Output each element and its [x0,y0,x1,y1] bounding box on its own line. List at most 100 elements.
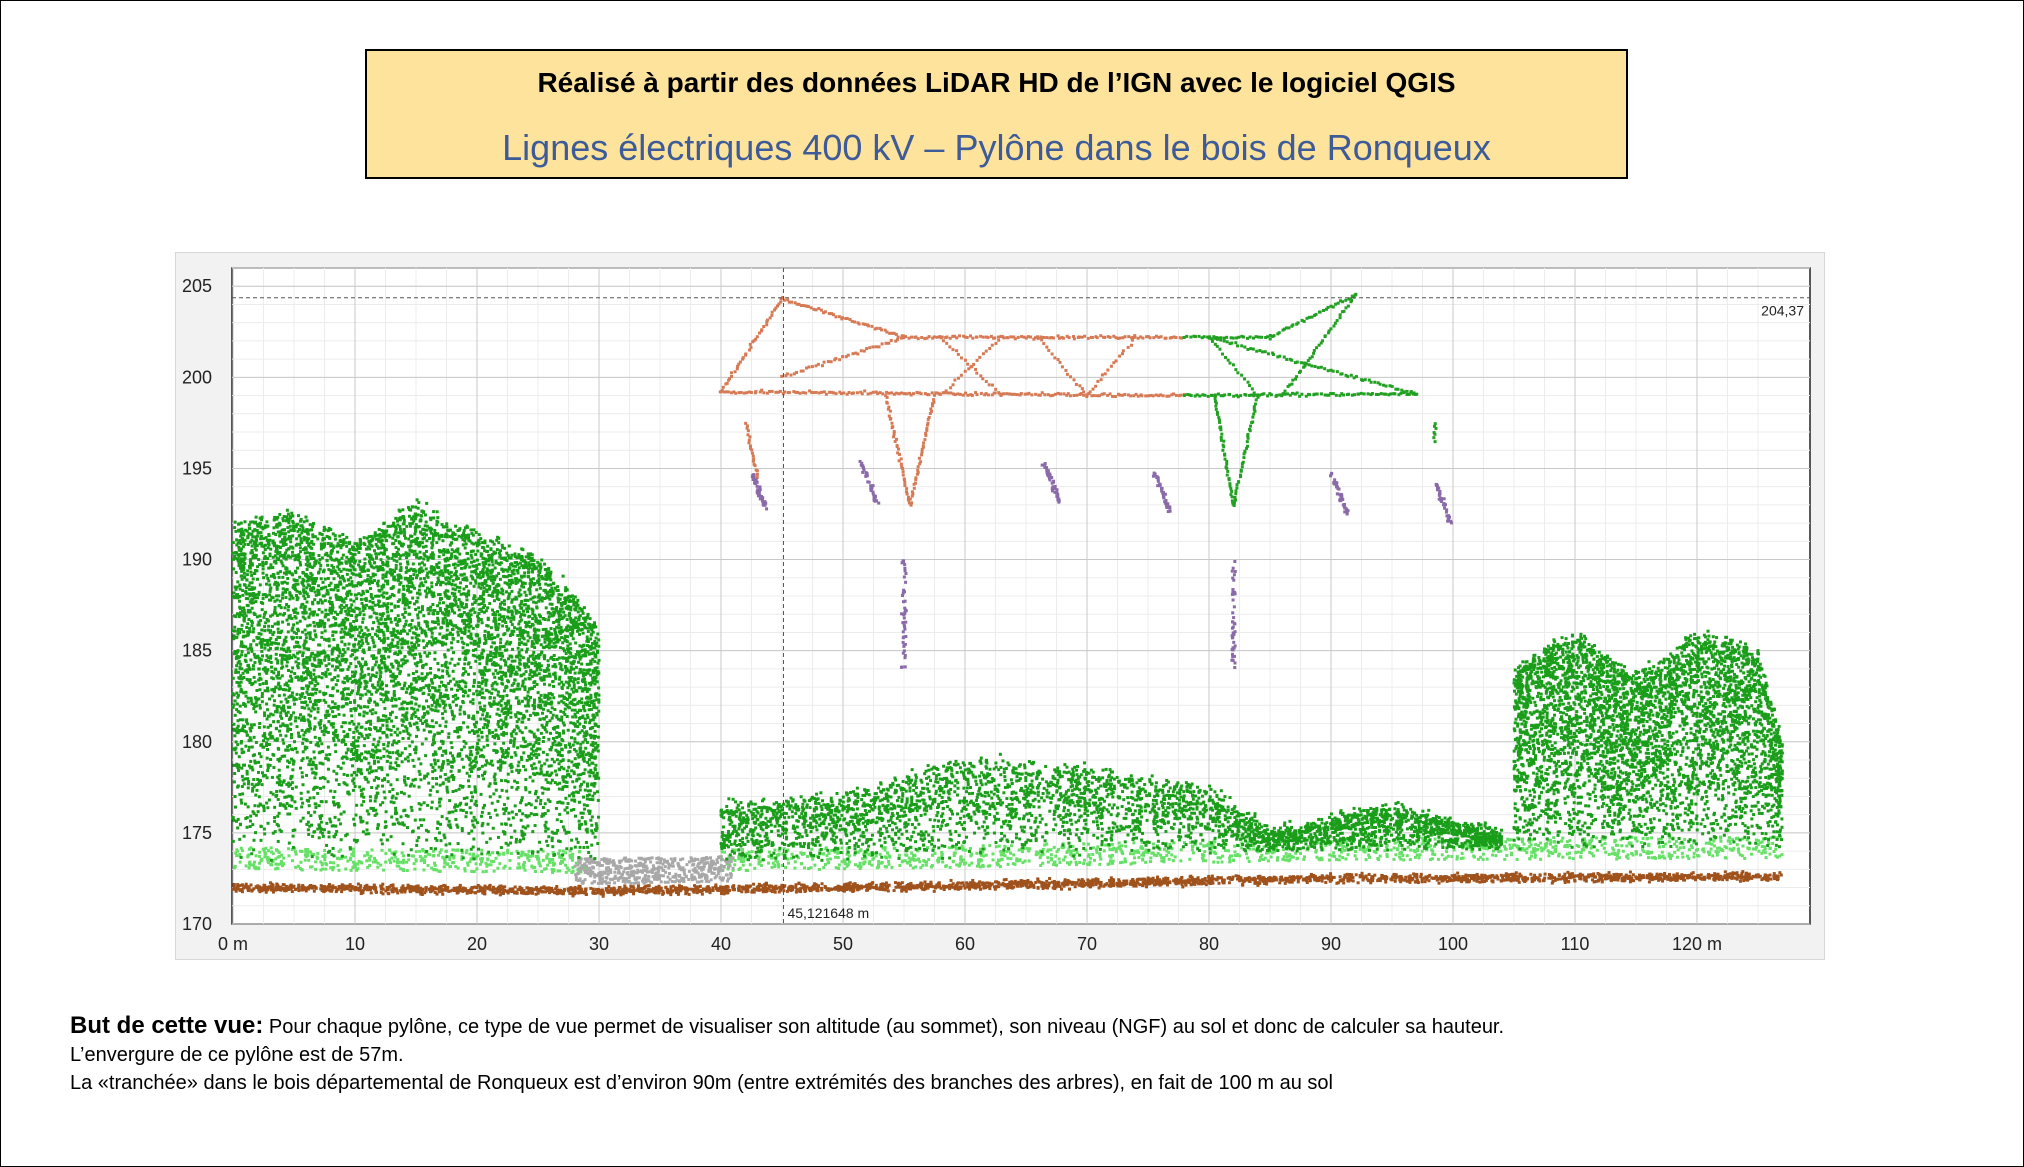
ground-point [423,891,427,895]
low-vegetation-point [1124,844,1128,848]
unclassified-point [603,871,607,875]
unclassified-point [649,860,653,864]
ground-point [1564,877,1568,881]
ground-point [1491,880,1495,884]
ground-point [1283,881,1287,885]
ground-point [1068,887,1072,891]
ground-point [1247,876,1251,880]
low-vegetation-point [1548,842,1552,846]
ground-point [572,891,576,895]
ground-point [1139,877,1143,881]
unclassified-point [631,871,635,875]
low-vegetation-point [923,859,927,863]
ground-point [1571,875,1575,879]
ground-point [1026,879,1030,883]
unclassified-point [628,858,632,862]
low-vegetation-point [800,862,804,866]
low-vegetation-point [1129,862,1133,866]
ground-point [342,884,346,888]
ground-point [1772,872,1776,876]
ground-point [950,885,954,889]
ground-point [403,890,407,894]
ground-point [1622,879,1626,883]
low-vegetation-point [1420,842,1424,846]
low-vegetation-point [1018,858,1022,862]
low-vegetation-point [887,859,891,863]
ground-point [1174,882,1178,886]
unclassified-point [696,858,700,862]
ground-point [290,885,294,889]
low-vegetation-point [376,865,380,869]
ground-point [1627,875,1631,879]
ground-point [1772,874,1776,878]
ground-point [1613,878,1617,882]
low-vegetation-point [1433,837,1437,841]
vegetation-point [419,762,423,766]
low-vegetation-point [1015,857,1019,861]
ground-point [932,889,936,893]
ground-point [1518,872,1522,876]
ground-point [458,886,462,890]
ground-point [1365,877,1369,881]
low-vegetation-point [486,857,490,861]
low-vegetation-point [258,850,262,854]
low-vegetation-point [1503,857,1507,861]
profile-plot-svg[interactable]: 0 m 10 20 30 40 50 60 70 80 90 100 110 120 m17017518… [176,253,1826,961]
ground-point [1615,872,1619,876]
ground-point [698,884,702,888]
low-vegetation-point [960,859,964,863]
vegetation-point [257,795,261,799]
unclassified-point [721,869,725,873]
ground-point [1419,872,1423,876]
ground-point [1408,874,1412,878]
ground-point [726,885,730,889]
low-vegetation-point [279,862,283,866]
ground-point [683,886,687,890]
elevation-profile-chart[interactable]: 0 m 10 20 30 40 50 60 70 80 90 100 110 120 m 170 175 18… [175,252,1825,960]
low-vegetation-point [352,864,356,868]
low-vegetation-point [1735,837,1739,841]
low-vegetation-point [790,852,794,856]
ground-point [1442,875,1446,879]
low-vegetation-point [1399,851,1403,855]
low-vegetation-point [969,854,973,858]
unclassified-point [613,874,617,878]
low-vegetation-point [269,846,273,850]
ground-point [1090,882,1094,886]
vegetation-point [417,588,421,592]
low-vegetation-point [1063,855,1067,859]
ground-point [1404,875,1408,879]
ground-point [1002,878,1006,882]
low-vegetation-point [981,844,985,848]
low-vegetation-point [1630,852,1634,856]
unclassified-point [657,865,661,869]
ground-point [1612,873,1616,877]
ground-point [824,885,828,889]
ground-point [1054,885,1058,889]
ground-point [520,888,524,892]
low-vegetation-point [351,847,355,851]
low-vegetation-point [840,860,844,864]
ground-point [1150,881,1154,885]
ground-point [1464,873,1468,877]
low-vegetation-point [271,852,275,856]
low-vegetation-point [324,861,328,865]
low-vegetation-point [349,856,353,860]
ground-point [1661,879,1665,883]
ground-point [926,886,930,890]
low-vegetation-point [1269,855,1273,859]
low-vegetation-point [813,863,817,867]
low-vegetation-point [1413,849,1417,853]
low-vegetation-point [911,866,915,870]
ground-point [985,881,989,885]
low-vegetation-point [244,864,248,868]
low-vegetation-point [1287,859,1291,863]
ground-point [1173,880,1177,884]
ground-point [1453,873,1457,877]
low-vegetation-point [1670,853,1674,857]
ground-point [978,884,982,888]
low-vegetation-point [1673,850,1677,854]
ground-point [879,886,883,890]
ground-point [610,890,614,894]
unclassified-point [664,870,668,874]
